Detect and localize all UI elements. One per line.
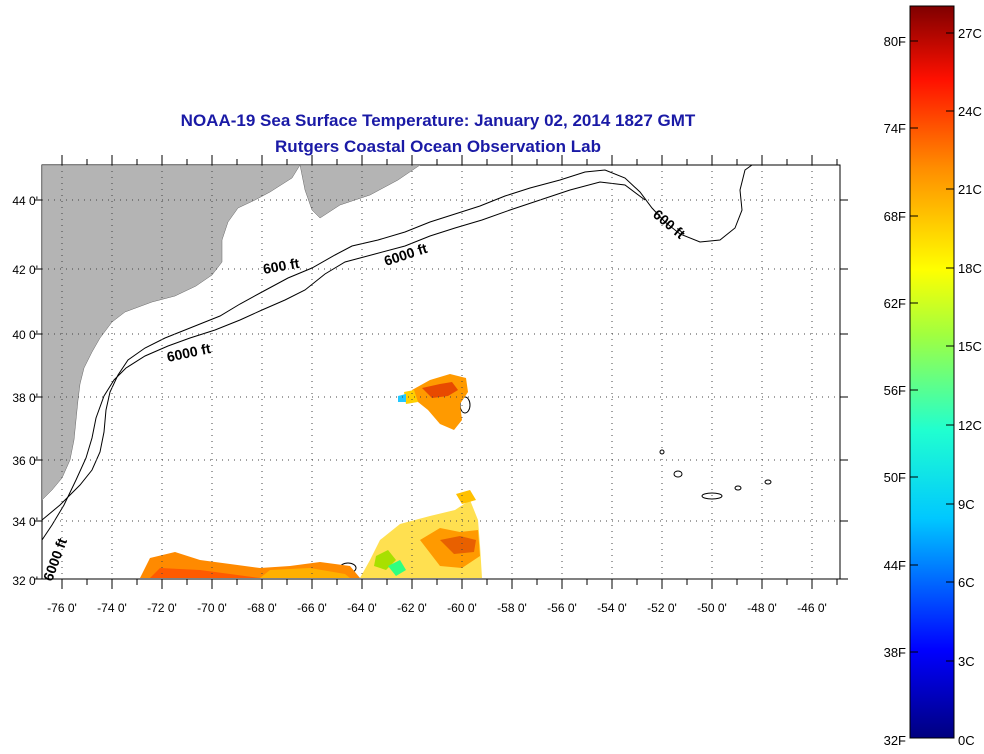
lon-tick-label: -74 0' xyxy=(97,601,127,615)
lat-tick-labels: 44 0' 42 0' 40 0' 38 0' 36 0' 34 0' 32 0… xyxy=(12,194,38,588)
lat-tick-label: 34 0' xyxy=(12,515,38,529)
lon-tick-label: -64 0' xyxy=(347,601,377,615)
colorbar-c-label: 21C xyxy=(958,182,982,197)
page-title: NOAA-19 Sea Surface Temperature: January… xyxy=(180,111,696,130)
colorbar-f-label: 62F xyxy=(884,296,906,311)
colorbar-c-label: 24C xyxy=(958,104,982,119)
colorbar-f-label: 44F xyxy=(884,558,906,573)
lat-tick-label: 42 0' xyxy=(12,263,38,277)
colorbar-c-label: 27C xyxy=(958,26,982,41)
lat-tick-label: 32 0' xyxy=(12,574,38,588)
lon-tick-label: -68 0' xyxy=(247,601,277,615)
lon-tick-label: -56 0' xyxy=(547,601,577,615)
colorbar-ticks xyxy=(910,32,954,662)
colorbar xyxy=(909,5,955,739)
lon-tick-label: -46 0' xyxy=(797,601,827,615)
colorbar-c-label: 6C xyxy=(958,575,975,590)
lon-tick-label: -70 0' xyxy=(197,601,227,615)
lon-tick-labels: -76 0' -74 0' -72 0' -70 0' -68 0' -66 0… xyxy=(47,601,827,615)
colorbar-c-label: 15C xyxy=(958,339,982,354)
land-mass xyxy=(42,165,301,501)
colorbar-f-label: 32F xyxy=(884,733,906,748)
colorbar-c-labels: 27C 24C 21C 18C 15C 12C 9C 6C 3C 0C xyxy=(958,26,982,748)
colorbar-f-label: 68F xyxy=(884,209,906,224)
colorbar-f-label: 80F xyxy=(884,34,906,49)
lon-tick-label: -58 0' xyxy=(497,601,527,615)
land-mass-north xyxy=(299,165,421,219)
colorbar-c-label: 0C xyxy=(958,733,975,748)
sst-data-patches xyxy=(140,374,482,578)
colorbar-c-label: 9C xyxy=(958,497,975,512)
lon-tick-label: -52 0' xyxy=(647,601,677,615)
lon-tick-label: -54 0' xyxy=(597,601,627,615)
map-grid xyxy=(42,165,840,579)
colorbar-f-label: 56F xyxy=(884,383,906,398)
lon-tick-label: -50 0' xyxy=(697,601,727,615)
lon-tick-label: -62 0' xyxy=(397,601,427,615)
colorbar-c-label: 12C xyxy=(958,418,982,433)
colorbar-f-labels: 80F 74F 68F 62F 56F 50F 44F 38F 32F xyxy=(884,34,906,748)
lat-tick-label: 40 0' xyxy=(12,328,38,342)
colorbar-f-label: 74F xyxy=(884,121,906,136)
contour-label: 600 ft xyxy=(262,255,301,277)
lon-tick-label: -60 0' xyxy=(447,601,477,615)
page-subtitle: Rutgers Coastal Ocean Observation Lab xyxy=(275,137,601,156)
lat-tick-label: 36 0' xyxy=(12,454,38,468)
contour-600ft xyxy=(42,165,753,521)
lon-tick-label: -48 0' xyxy=(747,601,777,615)
lon-tick-label: -72 0' xyxy=(147,601,177,615)
colorbar-f-label: 50F xyxy=(884,470,906,485)
lat-tick-label: 44 0' xyxy=(12,194,38,208)
axis-ticks xyxy=(34,155,848,589)
lat-tick-label: 38 0' xyxy=(12,391,38,405)
colorbar-c-label: 3C xyxy=(958,654,975,669)
colorbar-c-label: 18C xyxy=(958,261,982,276)
colorbar-f-label: 38F xyxy=(884,645,906,660)
lon-tick-label: -66 0' xyxy=(297,601,327,615)
lon-tick-label: -76 0' xyxy=(47,601,77,615)
